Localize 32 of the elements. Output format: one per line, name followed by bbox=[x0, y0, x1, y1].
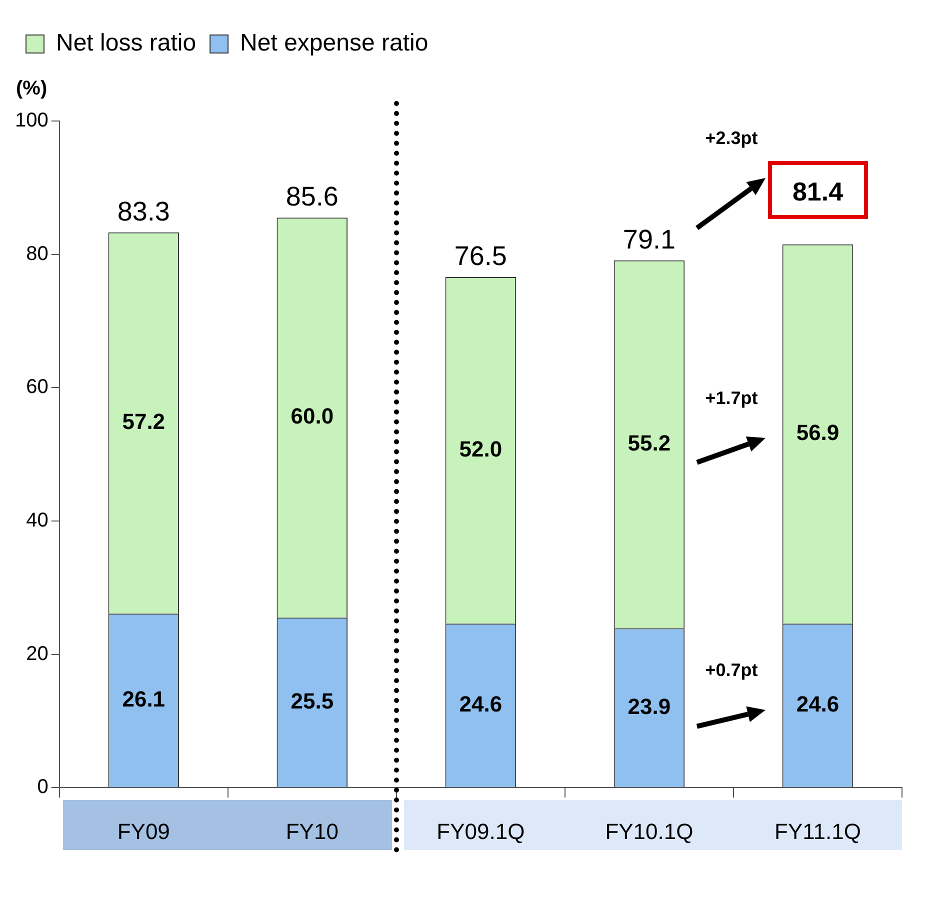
annotation: +0.7pt bbox=[704, 660, 759, 681]
data-label: 24.6 bbox=[796, 691, 840, 716]
data-label: 25.5 bbox=[290, 688, 334, 714]
data-label: 23.9 bbox=[628, 694, 671, 719]
total-label: 85.6 bbox=[286, 182, 338, 212]
y-tick-label: 100 bbox=[14, 110, 48, 132]
y-tick-label: 40 bbox=[26, 509, 48, 532]
annotation: +1.7pt bbox=[704, 388, 759, 409]
data-label: 55.2 bbox=[628, 430, 671, 456]
annotation: +2.3pt bbox=[704, 128, 759, 150]
data-label: 56.9 bbox=[796, 420, 840, 446]
x-tick-label: FY09 bbox=[117, 818, 170, 844]
y-tick-label: 80 bbox=[26, 242, 48, 265]
y-axis-title: (%) bbox=[16, 78, 48, 100]
x-tick-label: FY10 bbox=[286, 818, 338, 844]
total-label: 79.1 bbox=[622, 224, 676, 254]
data-label: 57.2 bbox=[122, 409, 166, 434]
y-tick-label: 20 bbox=[26, 642, 48, 665]
x-tick-label: FY10.1Q bbox=[605, 818, 694, 844]
y-tick-label: 60 bbox=[26, 376, 48, 398]
data-label: 60.0 bbox=[290, 404, 334, 429]
legend-label: Net expense ratio bbox=[240, 30, 428, 57]
total-label: 83.3 bbox=[117, 196, 170, 226]
data-label: 26.1 bbox=[122, 686, 166, 712]
total-label: 81.4 bbox=[792, 176, 844, 206]
total-label: 76.5 bbox=[454, 240, 507, 271]
legend-label: Net loss ratio bbox=[56, 30, 196, 57]
y-tick-label: 0 bbox=[37, 776, 48, 798]
x-tick-label: FY11.1Q bbox=[774, 818, 861, 844]
data-label: 52.0 bbox=[459, 436, 502, 462]
data-label: 24.6 bbox=[459, 691, 502, 716]
x-tick-label: FY09.1Q bbox=[436, 818, 525, 844]
